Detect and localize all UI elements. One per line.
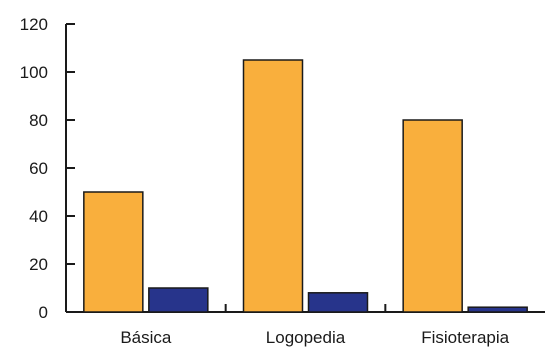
x-category-label: Logopedia [266, 328, 346, 347]
x-category-label: Básica [120, 328, 172, 347]
y-tick-label: 20 [29, 255, 48, 274]
y-tick-label: 0 [39, 303, 48, 322]
bar-básica-series-2 [148, 287, 209, 313]
bar-fisioterapia-series-1 [402, 119, 463, 313]
bar-básica-series-1 [83, 191, 144, 313]
y-tick-label: 120 [20, 15, 48, 34]
bars [83, 59, 528, 313]
bar-fisioterapia-series-2 [467, 306, 528, 313]
y-tick-label: 40 [29, 207, 48, 226]
bar-logopedia-series-1 [242, 59, 304, 313]
y-tick-label: 100 [20, 63, 48, 82]
y-tick-label: 60 [29, 159, 48, 178]
bar-logopedia-series-2 [307, 292, 369, 313]
x-category-label: Fisioterapia [421, 328, 509, 347]
y-tick-label: 80 [29, 111, 48, 130]
x-axis: Básica Logopedia Fisioterapia [66, 304, 545, 347]
y-axis: 0 20 40 60 80 100 120 [20, 15, 75, 322]
